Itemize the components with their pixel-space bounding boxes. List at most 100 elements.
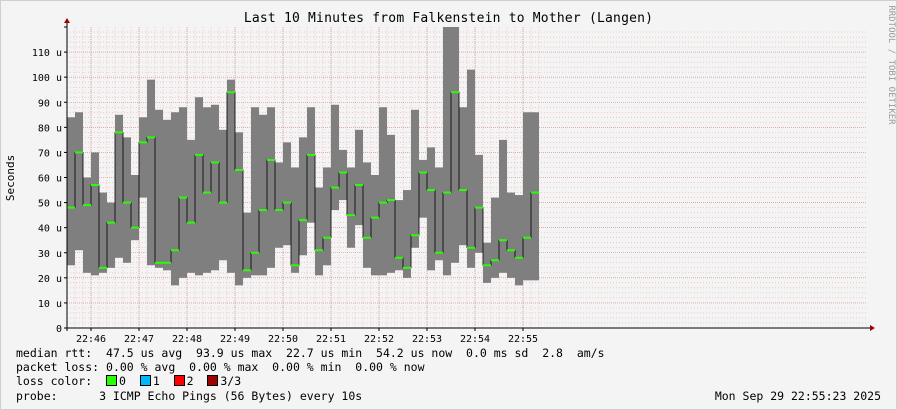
smoke-bar — [155, 109, 163, 268]
smoke-bar — [171, 112, 179, 286]
smoke-bar — [259, 114, 267, 276]
smoke-bar — [163, 119, 171, 271]
smoke-bar — [251, 107, 259, 276]
smoke-bar — [91, 152, 99, 276]
smoke-bar — [283, 142, 291, 246]
smoke-bar — [363, 162, 371, 268]
legend-probe-row: probe: 3 ICMP Echo Pings (56 Bytes) ever… — [16, 389, 362, 403]
smoke-bar — [515, 195, 523, 286]
smoke-bar — [371, 174, 379, 276]
smoke-bar — [83, 177, 91, 273]
x-tick-label: 22:51 — [316, 334, 346, 345]
smoke-bar — [419, 159, 427, 218]
smoke-bar — [291, 167, 299, 273]
loss-color-swatch-0 — [106, 375, 118, 386]
smoke-bar — [315, 187, 323, 276]
legend-loss-row: packet loss: 0.00 % avg 0.00 % max 0.00 … — [16, 360, 425, 374]
loss-color-label-2: 2 — [186, 374, 208, 388]
smoke-bar — [435, 167, 443, 261]
y-tick-label: 10 u — [38, 299, 62, 310]
x-tick-label: 22:48 — [172, 334, 202, 345]
x-tick-label: 22:55 — [508, 334, 538, 345]
median-line-layer — [67, 91, 539, 272]
smoke-bar — [267, 107, 275, 268]
smoke-bar — [139, 117, 147, 198]
smoke-bar — [379, 107, 387, 276]
smoke-bar — [323, 167, 331, 266]
y-tick-label: 90 u — [38, 98, 62, 109]
smoke-bar — [395, 200, 403, 271]
smoke-bar — [467, 69, 475, 268]
smoke-bar — [307, 107, 315, 223]
smoke-bar — [187, 139, 195, 273]
smoke-bar — [299, 137, 307, 256]
y-tick-label: 0 — [56, 324, 62, 335]
smoke-bar — [523, 112, 531, 281]
legend-loss-stats: 0.00 % avg 0.00 % max 0.00 % min 0.00 % … — [99, 360, 425, 374]
x-tick-label: 22:49 — [220, 334, 250, 345]
loss-color-label-0: 0 — [119, 374, 140, 388]
y-tick-label: 40 u — [38, 224, 62, 235]
smoke-bar — [67, 117, 75, 266]
legend-loss-color-items: 0 1 2 3/3 — [106, 374, 255, 388]
y-tick-label: 30 u — [38, 249, 62, 260]
smoke-bar — [131, 174, 139, 241]
legend-loss-color-label: loss color: — [16, 374, 93, 388]
smoke-bar — [459, 107, 467, 246]
x-axis-arrow — [870, 325, 875, 331]
smoke-bar — [107, 202, 115, 268]
x-tick-label: 22:46 — [76, 334, 106, 345]
smoke-bar — [211, 104, 219, 271]
smoke-bar — [507, 192, 515, 278]
smoke-bar — [531, 112, 539, 281]
loss-color-swatch-1 — [139, 375, 151, 386]
y-axis-arrow — [64, 18, 70, 23]
y-tick-label: 100 u — [32, 73, 62, 84]
smoke-bar — [403, 190, 411, 278]
loss-color-label-3: 3/3 — [220, 374, 255, 388]
smoke-band-layer — [67, 27, 539, 286]
smoke-bar — [411, 109, 419, 248]
smoke-bar — [227, 79, 235, 273]
x-tick-label: 22:47 — [124, 334, 154, 345]
smoke-bar — [339, 149, 347, 201]
smoke-bar — [347, 167, 355, 248]
smoke-bar — [203, 107, 211, 273]
smoke-bar — [427, 147, 435, 271]
y-tick-label: 60 u — [38, 174, 62, 185]
legend-loss-label: packet loss: — [16, 360, 100, 374]
x-tick-label: 22:52 — [364, 334, 394, 345]
smoke-bar — [331, 104, 339, 211]
chart-axes — [64, 18, 875, 331]
smoke-bar — [75, 112, 83, 251]
y-tick-label: 110 u — [32, 48, 62, 59]
legend-median-row: median rtt: 47.5 us avg 93.9 us max 22.7… — [16, 346, 605, 360]
smoke-bar — [147, 79, 155, 266]
loss-color-swatch-2 — [173, 375, 185, 386]
smoke-bar — [235, 132, 243, 286]
smoke-bar — [475, 154, 483, 253]
smoke-bar — [219, 129, 227, 261]
smoke-bar — [355, 129, 363, 226]
smoke-bar — [387, 134, 395, 273]
legend-median-stats: 47.5 us avg 93.9 us max 22.7 us min 54.2… — [92, 346, 605, 360]
y-tick-label: 20 u — [38, 274, 62, 285]
x-tick-label: 22:54 — [460, 334, 490, 345]
loss-color-label-1: 1 — [152, 374, 174, 388]
y-tick-label: 80 u — [38, 123, 62, 134]
y-tick-label: 70 u — [38, 148, 62, 159]
legend-probe-text: 3 ICMP Echo Pings (56 Bytes) every 10s — [57, 389, 363, 403]
legend-median-label: median rtt: — [16, 346, 93, 360]
graph-timestamp: Mon Sep 29 22:55:23 2025 — [714, 389, 881, 403]
graph-title: Last 10 Minutes from Falkenstein to Moth… — [243, 11, 654, 26]
smoke-bar — [115, 114, 123, 258]
smoke-bar — [99, 192, 107, 273]
x-tick-label: 22:50 — [268, 334, 298, 345]
smoke-bar — [123, 137, 131, 263]
loss-color-swatch-3 — [207, 375, 219, 386]
y-tick-label: 50 u — [38, 199, 62, 210]
legend-loss-color-row: loss color: 0 1 2 3/3 — [16, 374, 255, 388]
smoke-bar — [499, 139, 507, 273]
tick-label-layer: 0 10 u 20 u 30 u 40 u 50 u 60 u 70 u 80 u 90 u 100… — [32, 48, 538, 345]
